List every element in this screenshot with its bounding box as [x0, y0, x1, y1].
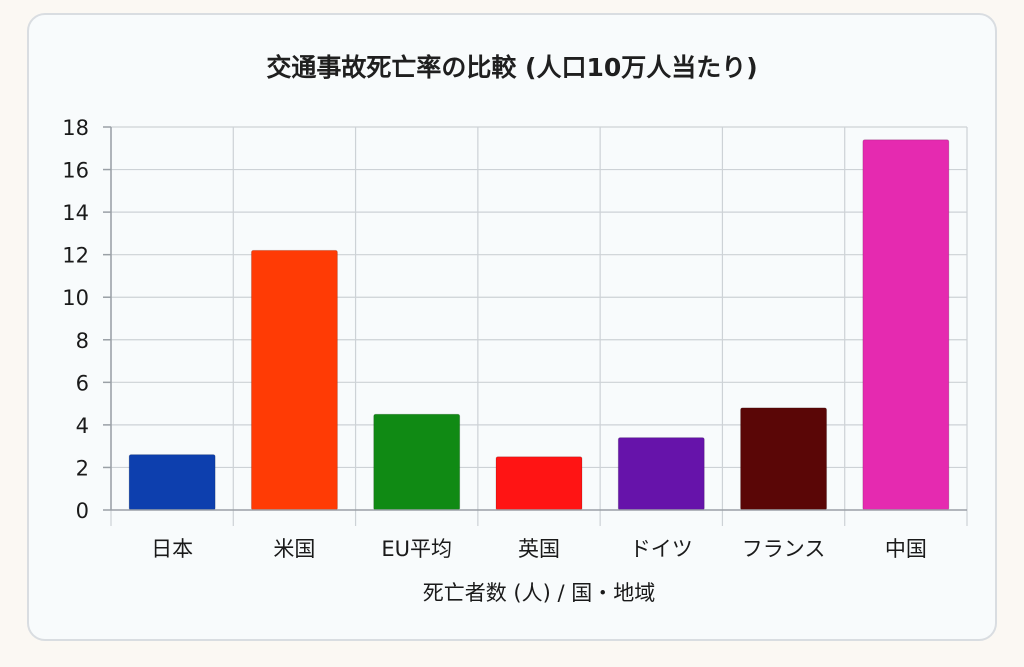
chart-card	[27, 13, 997, 641]
chart-title: 交通事故死亡率の比較 (人口10万人当たり)	[266, 53, 758, 82]
x-tick-label: ドイツ	[630, 537, 693, 561]
y-tick-label: 6	[76, 371, 89, 395]
bar-中国	[862, 139, 950, 511]
x-axis-title: 死亡者数 (人) / 国・地域	[423, 581, 656, 605]
y-tick-label: 0	[76, 499, 89, 523]
y-tick-label: 18	[62, 116, 89, 140]
bar-EU平均	[373, 413, 461, 511]
bar-フランス	[740, 407, 828, 511]
x-tick-label: 米国	[273, 537, 315, 561]
y-tick-label: 2	[76, 456, 89, 480]
x-tick-label: 中国	[885, 537, 927, 561]
axes: 0 2 4 6 8 10 12 14 16 18 日本 米国 EU平均 英国 ドイツ フランス 中国	[62, 116, 967, 561]
y-tick-label: 12	[62, 244, 89, 268]
x-tick-label: EU平均	[381, 537, 452, 561]
bar-英国	[495, 456, 583, 511]
y-tick-label: 14	[62, 201, 89, 225]
bars	[128, 139, 950, 511]
bar-ドイツ	[617, 437, 705, 511]
y-tick-label: 10	[62, 286, 89, 310]
y-tick-label: 16	[62, 159, 89, 183]
x-tick-label: 英国	[518, 537, 560, 561]
y-tick-label: 4	[76, 414, 89, 438]
x-tick-label: フランス	[742, 537, 826, 561]
y-tick-label: 8	[76, 329, 89, 353]
x-tick-label: 日本	[151, 537, 193, 561]
bar-米国	[250, 249, 338, 511]
bar-日本	[128, 454, 216, 511]
